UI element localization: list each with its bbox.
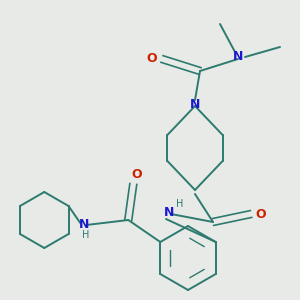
Text: O: O: [131, 169, 142, 182]
Text: N: N: [164, 206, 174, 220]
Text: H: H: [82, 230, 89, 240]
Text: H: H: [176, 199, 184, 209]
Text: N: N: [233, 50, 243, 62]
Text: N: N: [190, 98, 200, 110]
Text: O: O: [256, 208, 266, 220]
Text: N: N: [79, 218, 89, 230]
Text: O: O: [147, 52, 157, 65]
